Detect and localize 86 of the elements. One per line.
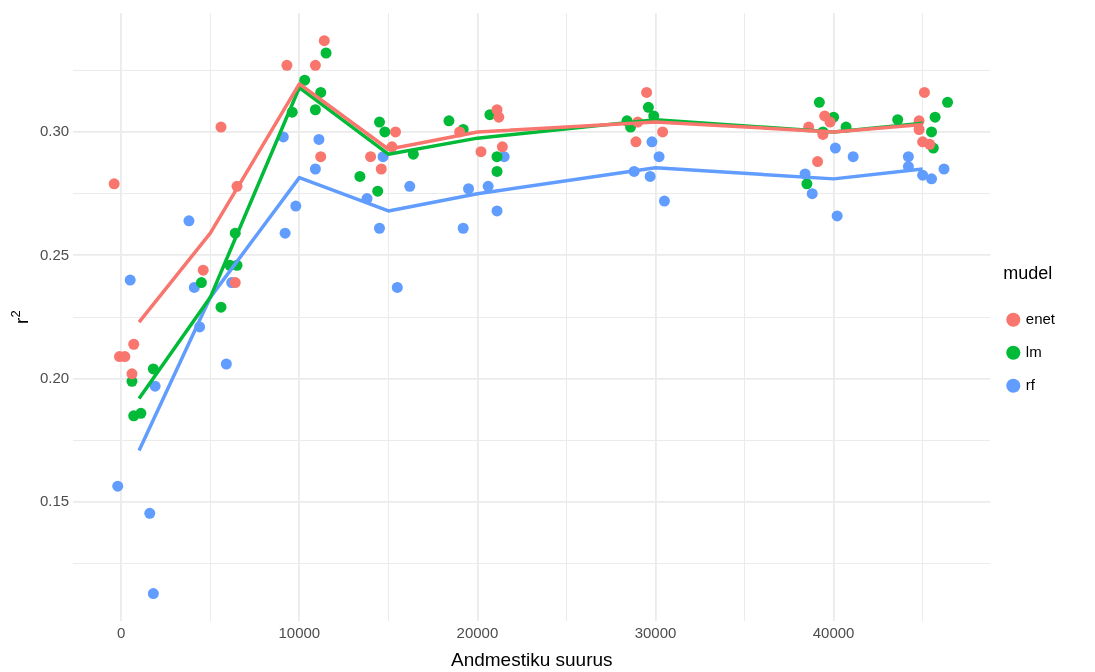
x-tick-label: 20000 (456, 624, 499, 642)
point (491, 165, 503, 177)
x-tick-label: 10000 (278, 624, 321, 642)
point (372, 185, 384, 197)
point (299, 74, 311, 86)
point (657, 126, 669, 138)
point (126, 368, 138, 380)
point (144, 507, 156, 519)
point (320, 47, 332, 59)
y-axis-title: r2 (8, 310, 32, 324)
point (279, 227, 291, 239)
point (373, 116, 385, 128)
legend-label: lm (1025, 342, 1042, 360)
point (197, 264, 209, 276)
point (124, 274, 136, 286)
point (404, 180, 416, 192)
point (926, 126, 938, 138)
point (375, 163, 387, 175)
legend-label: enet (1025, 309, 1056, 327)
x-tick-label: 0 (117, 624, 126, 642)
point (926, 173, 938, 185)
point (281, 59, 293, 71)
point (147, 588, 159, 600)
point (493, 111, 505, 123)
point (658, 195, 670, 207)
point (924, 138, 936, 150)
x-tick-label: 40000 (812, 624, 855, 642)
point (644, 170, 656, 182)
point (902, 151, 914, 163)
y-tick-label: 0.25 (39, 245, 70, 263)
point (215, 121, 227, 133)
y-tick-label: 0.20 (39, 368, 70, 386)
point (929, 111, 941, 123)
legend-title: mudel (1003, 262, 1053, 283)
y-tick-label: 0.30 (39, 122, 70, 140)
point (315, 151, 327, 163)
point (496, 141, 508, 153)
point (918, 86, 930, 98)
point (149, 380, 161, 392)
point (365, 151, 377, 163)
point (313, 133, 325, 145)
point (309, 104, 321, 116)
point (112, 480, 124, 492)
point (812, 156, 824, 168)
point (829, 142, 841, 154)
point (391, 281, 403, 293)
point (892, 114, 904, 126)
x-tick-label: 30000 (634, 624, 677, 642)
point (491, 205, 503, 217)
point (309, 163, 321, 175)
point (195, 277, 207, 289)
point (183, 215, 195, 227)
point (128, 338, 140, 350)
point (824, 116, 836, 128)
point (813, 96, 825, 108)
point (806, 188, 818, 200)
point (443, 115, 455, 127)
point (318, 35, 330, 47)
y-tick-label: 0.15 (39, 492, 70, 510)
point (847, 151, 859, 163)
legend-label: rf (1025, 375, 1036, 393)
point (135, 407, 147, 419)
point (108, 178, 120, 190)
point (831, 210, 843, 222)
point (390, 126, 402, 138)
point (938, 163, 950, 175)
point (290, 200, 302, 212)
point (373, 222, 385, 234)
point (315, 86, 327, 98)
point (653, 151, 665, 163)
point (942, 96, 954, 108)
point (215, 301, 227, 313)
point (475, 146, 487, 158)
point (642, 101, 654, 113)
point (630, 136, 642, 148)
point (641, 86, 653, 98)
point (491, 151, 503, 163)
point (379, 126, 391, 138)
point (220, 358, 232, 370)
point (354, 170, 366, 182)
point (463, 183, 475, 195)
point (309, 59, 321, 71)
point (457, 222, 469, 234)
point (646, 136, 658, 148)
point (801, 178, 813, 190)
x-axis-title: Andmestiku suurus (450, 648, 613, 670)
